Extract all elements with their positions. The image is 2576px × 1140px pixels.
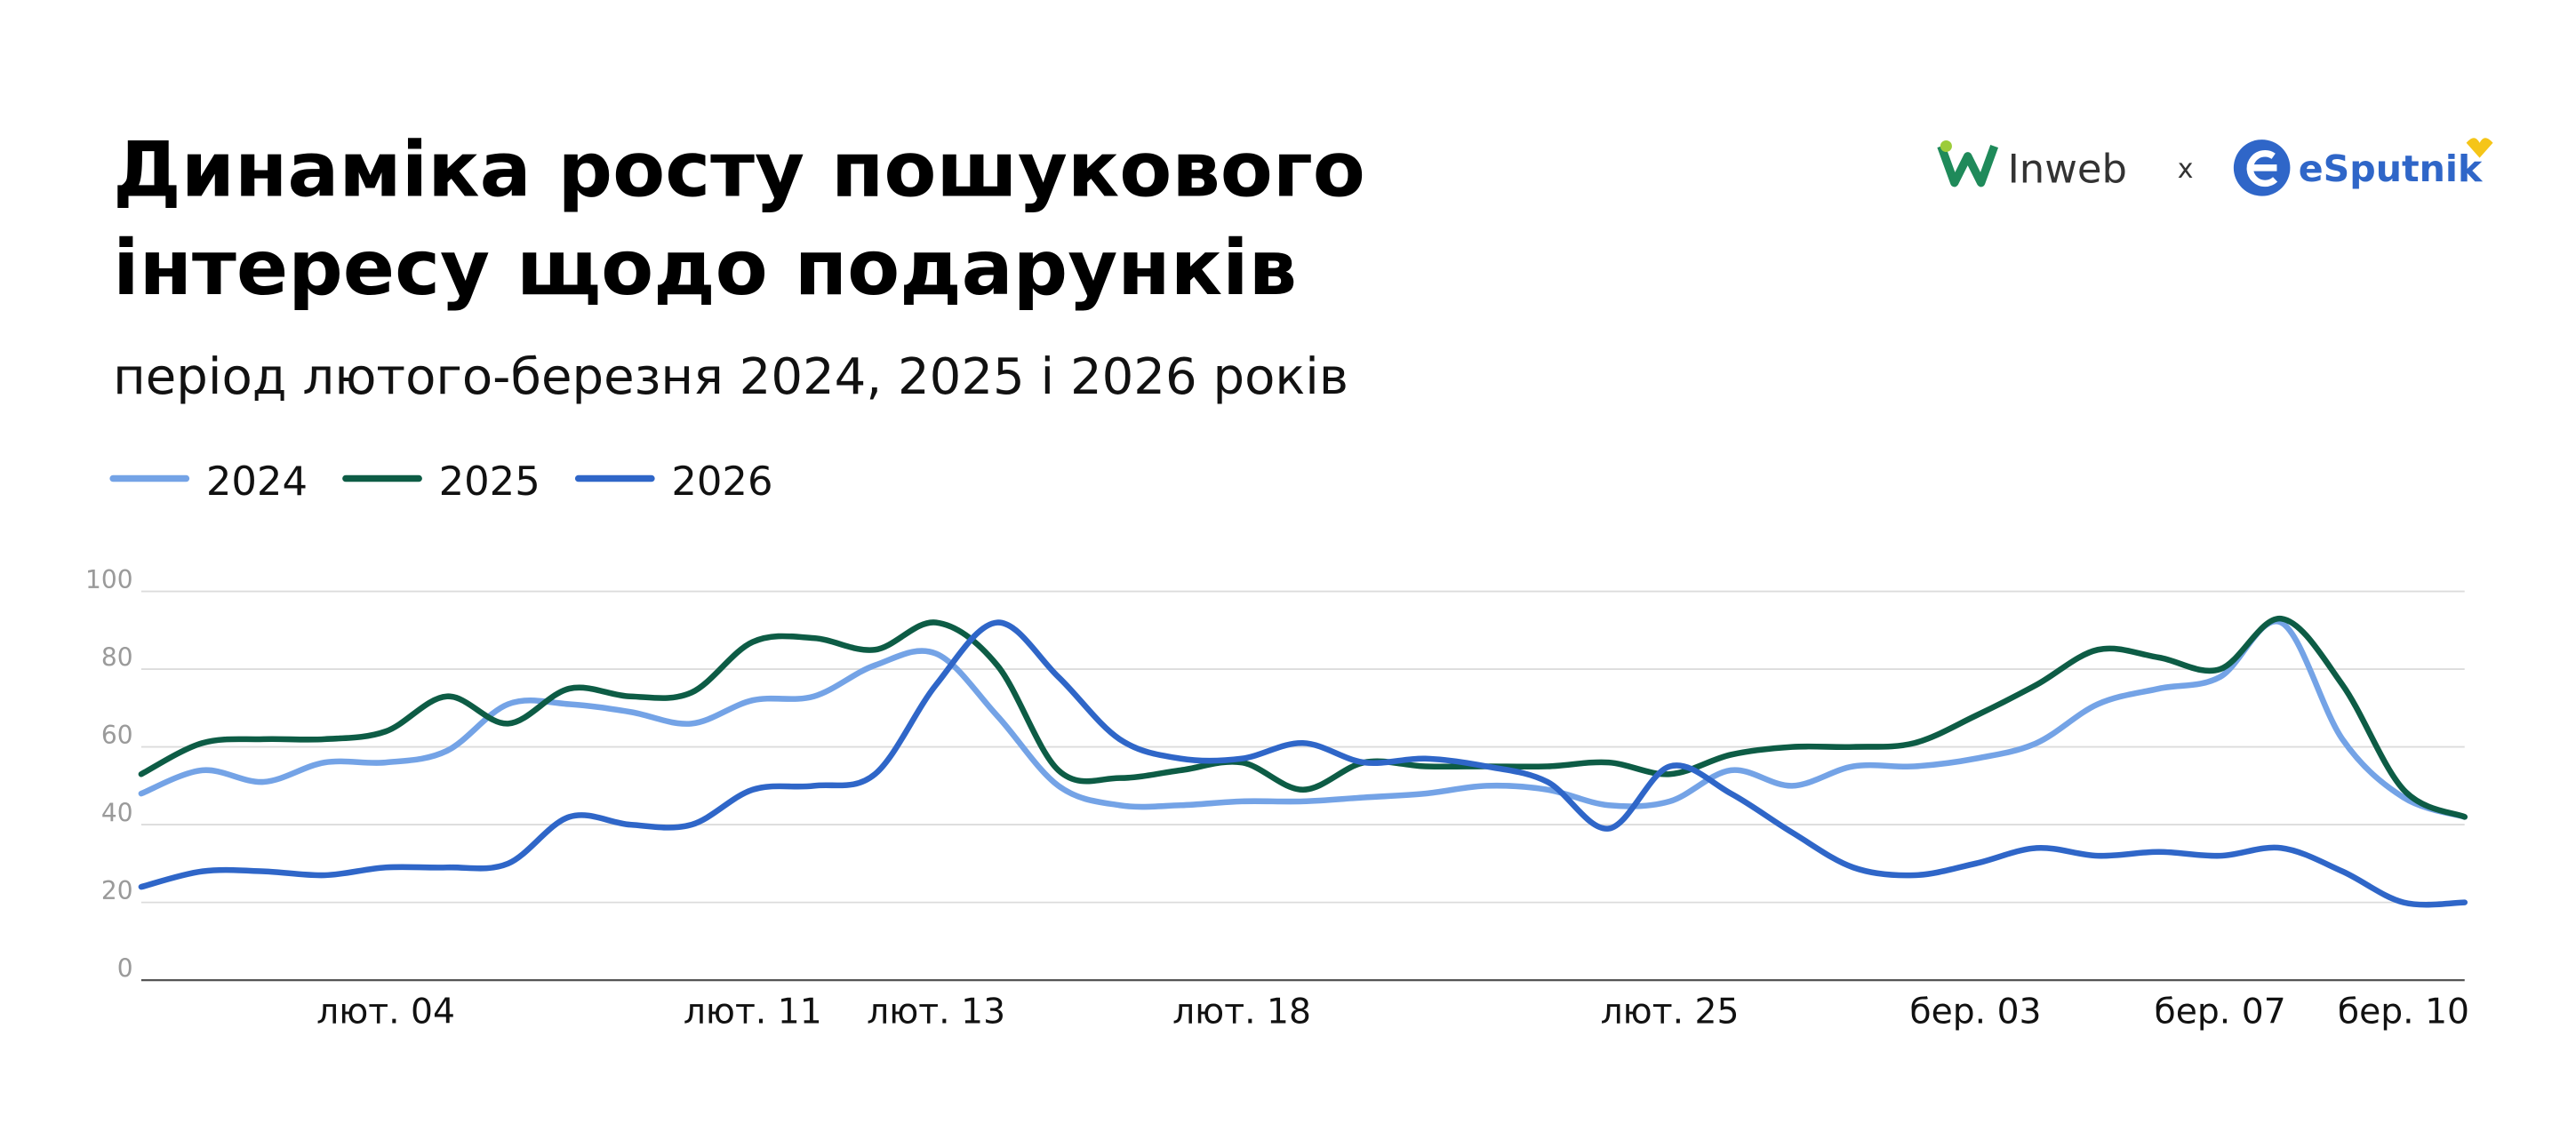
logo-text: eSputnik	[2299, 147, 2484, 190]
x-tick-label: лют. 04	[316, 993, 455, 1032]
chart-subtitle: період лютого-березня 2024, 2025 і 2026 …	[113, 348, 1348, 406]
y-tick-label: 100	[85, 565, 133, 594]
x-tick-label: лют. 11	[684, 993, 822, 1032]
x-tick-label: бер. 10	[2338, 993, 2469, 1032]
y-tick-label: 60	[101, 721, 133, 750]
chart-title: інтересу щодо подарунків	[113, 224, 1297, 313]
line-series	[138, 619, 2468, 908]
logo-inweb: Inweb	[1937, 140, 2127, 193]
chart-title: Динаміка росту пошукового	[113, 126, 1365, 215]
logo-esputnik: eSputnik	[2233, 138, 2493, 196]
legend-label: 2026	[671, 458, 772, 505]
x-tick-label: лют. 18	[1172, 993, 1311, 1032]
logo-text: Inweb	[2008, 146, 2127, 193]
legend-label: 2025	[439, 458, 540, 505]
y-tick-label: 20	[101, 876, 133, 905]
x-tick-label: бер. 07	[2155, 993, 2286, 1032]
line-series	[138, 618, 2468, 820]
legend-label: 2024	[206, 458, 308, 505]
x-tick-label: бер. 03	[1909, 993, 2041, 1032]
y-tick-label: 0	[117, 953, 133, 983]
line-series	[138, 615, 2468, 820]
y-tick-label: 80	[101, 642, 133, 672]
x-tick-label: лют. 25	[1601, 993, 1740, 1032]
y-tick-label: 40	[101, 798, 133, 827]
x-tick-label: лют. 13	[867, 993, 1005, 1032]
logo-separator: x	[2178, 154, 2194, 185]
